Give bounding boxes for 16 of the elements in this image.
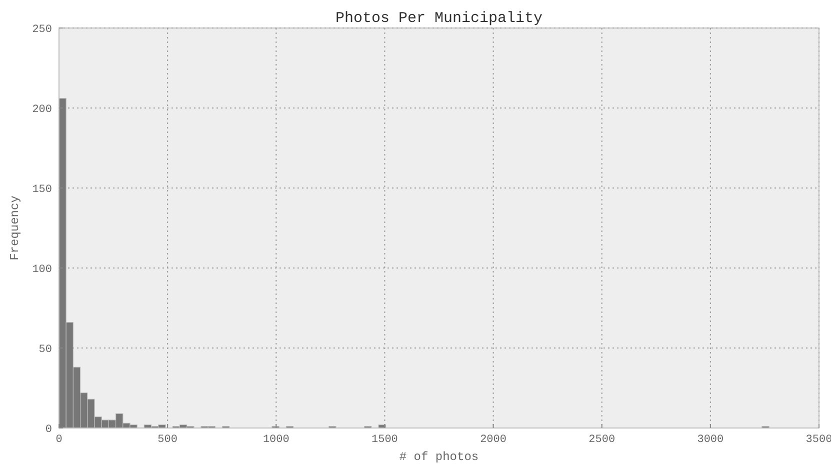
y-tick-label: 150: [32, 184, 52, 196]
x-tick-label: 1500: [372, 434, 398, 446]
x-tick-label: 500: [158, 434, 178, 446]
x-tick-label: 2500: [588, 434, 616, 446]
x-tick-label: 1000: [262, 434, 290, 446]
x-tick-label: 0: [56, 434, 62, 446]
y-tick-label: 50: [38, 344, 52, 356]
y-tick-label: 0: [45, 424, 52, 436]
y-tick-label: 250: [32, 24, 52, 36]
x-tick-label: 2000: [480, 434, 506, 446]
y-axis-title: Frequency: [8, 196, 22, 260]
y-tick-label: 200: [32, 104, 52, 116]
chart-title: Photos Per Municipality: [335, 10, 543, 27]
x-axis-title: # of photos: [399, 450, 479, 464]
x-tick-label: 3000: [697, 434, 724, 446]
y-tick-label: 100: [32, 264, 52, 276]
